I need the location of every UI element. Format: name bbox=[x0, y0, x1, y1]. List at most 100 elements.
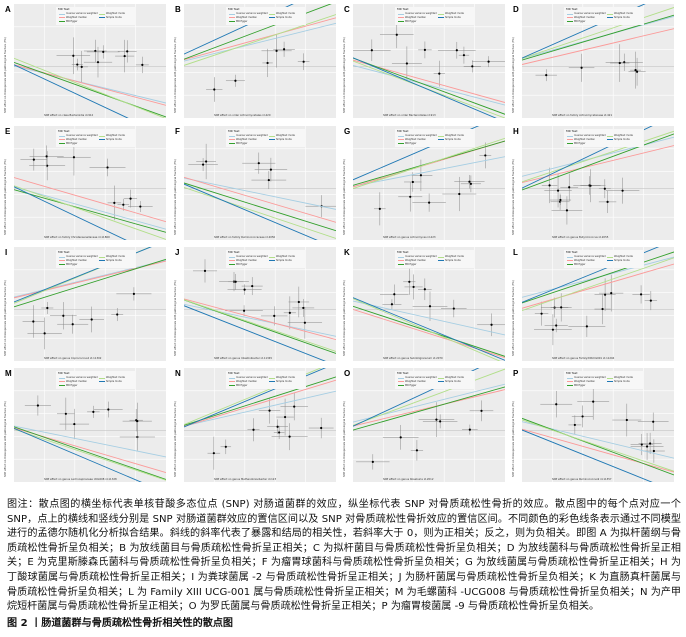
mr-fit-line bbox=[353, 57, 505, 115]
snp-point bbox=[645, 445, 649, 448]
legend-title: MR Test bbox=[228, 7, 240, 11]
legend-item: Weighted median bbox=[66, 15, 88, 19]
plot-area: MR Test Inverse variance weighted Weighted… bbox=[522, 4, 674, 118]
snp-point bbox=[458, 192, 461, 196]
snp-point bbox=[76, 63, 79, 66]
mr-fit-line bbox=[184, 177, 336, 210]
plot-area: MR Test Inverse variance weighted Weighted… bbox=[184, 368, 336, 482]
mr-fit-line bbox=[184, 298, 336, 341]
mr-fit-line bbox=[14, 186, 166, 230]
legend-swatch bbox=[438, 256, 444, 258]
snp-point bbox=[625, 418, 628, 422]
snp-point bbox=[273, 314, 276, 318]
legend-swatch bbox=[229, 21, 235, 23]
legend-item: Simple mode bbox=[276, 379, 292, 383]
snp-point bbox=[72, 156, 76, 159]
snp-point bbox=[116, 313, 119, 316]
mr-legend: MR Test Inverse variance weighted Weighted… bbox=[395, 129, 475, 147]
legend-swatch bbox=[607, 13, 613, 15]
snp-point bbox=[242, 309, 246, 312]
legend-swatch bbox=[398, 377, 404, 379]
mr-fit-line bbox=[184, 368, 322, 426]
legend-swatch bbox=[59, 143, 65, 145]
legend-item: Weighted median bbox=[574, 15, 596, 19]
y-axis-label: SNP effect on Osteoporosis with patholog… bbox=[512, 37, 515, 113]
legend-swatch bbox=[398, 143, 404, 145]
snp-point bbox=[371, 460, 374, 463]
legend-swatch bbox=[229, 377, 235, 379]
x-axis-label: SNP effect on class Bacteroidia id.912 bbox=[44, 114, 94, 117]
mr-fit-line bbox=[184, 183, 318, 240]
legend-swatch bbox=[438, 381, 444, 383]
plot-area: MR Test Inverse variance weighted Weighted… bbox=[14, 247, 166, 361]
scatter-panel-d: D MR Test Inverse variance weighted Weighte… bbox=[510, 3, 674, 118]
legend-swatch bbox=[567, 135, 573, 137]
mr-fit-line bbox=[522, 419, 674, 472]
snp-point bbox=[283, 415, 287, 419]
scatter-panel-c: C MR Test Inverse variance weighted Weighte… bbox=[341, 3, 505, 118]
snp-point bbox=[573, 423, 576, 427]
legend-swatch bbox=[269, 260, 275, 262]
x-axis-label: SNP effect on genus Coprococcus2 id.1130… bbox=[44, 357, 102, 360]
plot-area: MR Test Inverse variance weighted Weighted… bbox=[522, 368, 674, 482]
mr-fit-line bbox=[353, 383, 505, 423]
legend-item: Inverse variance weighted bbox=[405, 134, 437, 137]
legend-item: Weighted median bbox=[405, 137, 427, 141]
mr-fit-line bbox=[522, 247, 660, 303]
legend-item: Simple mode bbox=[106, 258, 122, 262]
y-axis-label: SNP effect on Osteoporosis with patholog… bbox=[174, 280, 177, 356]
plot-area: MR Test Inverse variance weighted Weighted… bbox=[353, 247, 505, 361]
legend-swatch bbox=[607, 260, 613, 262]
legend-swatch bbox=[269, 256, 275, 258]
legend-swatch bbox=[567, 256, 573, 258]
snp-point bbox=[276, 425, 279, 428]
mr-fit-line bbox=[184, 182, 336, 232]
plot-area: MR Test Inverse variance weighted Weighted… bbox=[14, 4, 166, 118]
legend-swatch bbox=[567, 377, 573, 379]
snp-point bbox=[581, 415, 584, 418]
snp-point bbox=[288, 435, 291, 438]
panel-letter: D bbox=[513, 5, 519, 14]
scatter-panel-b: B MR Test Inverse variance weighted Weighte… bbox=[172, 3, 336, 118]
legend-title: MR Test bbox=[228, 250, 240, 254]
snp-point bbox=[484, 154, 487, 157]
mr-fit-line bbox=[353, 156, 505, 187]
plot-area: MR Test Inverse variance weighted Weighted… bbox=[522, 126, 674, 240]
snp-point bbox=[80, 65, 83, 68]
mr-fit-line bbox=[14, 259, 166, 298]
mr-fit-line bbox=[14, 185, 166, 240]
legend-swatch bbox=[438, 135, 444, 137]
snp-point bbox=[320, 426, 323, 430]
mr-fit-line bbox=[14, 186, 127, 240]
legend-item: Inverse variance weighted bbox=[574, 12, 606, 15]
snp-point bbox=[129, 197, 132, 200]
x-axis-label: SNP effect on genus Actinomyces id.423 bbox=[383, 236, 436, 239]
snp-point bbox=[652, 449, 655, 453]
legend-swatch bbox=[607, 135, 613, 137]
snp-point bbox=[62, 314, 65, 317]
x-axis-label: SNP effect on genus Ruminococcus9 id.113… bbox=[552, 478, 612, 481]
plot-area: MR Test Inverse variance weighted Weighted… bbox=[184, 247, 336, 361]
snp-point bbox=[73, 422, 76, 426]
mr-legend: MR Test Inverse variance weighted Weighted… bbox=[395, 371, 475, 389]
snp-point bbox=[251, 284, 254, 288]
mr-legend: MR Test Inverse variance weighted Weighted… bbox=[56, 250, 136, 268]
snp-point bbox=[610, 292, 613, 295]
legend-item: MR Egger bbox=[236, 262, 248, 266]
snp-point bbox=[555, 403, 558, 406]
mr-fit-line bbox=[353, 386, 505, 431]
legend-item: Inverse variance weighted bbox=[66, 255, 98, 258]
legend-swatch bbox=[269, 377, 275, 379]
legend-item: Simple mode bbox=[276, 15, 292, 19]
y-axis-label: SNP effect on Osteoporosis with patholog… bbox=[4, 401, 7, 477]
legend-item: Weighted median bbox=[236, 15, 258, 19]
snp-point bbox=[405, 62, 408, 65]
snp-point bbox=[46, 306, 49, 310]
y-axis-label: SNP effect on Osteoporosis with patholog… bbox=[4, 37, 7, 113]
scatter-svg bbox=[353, 4, 505, 118]
mr-fit-line bbox=[14, 426, 166, 480]
snp-point bbox=[592, 400, 595, 403]
legend-item: Simple mode bbox=[614, 379, 630, 383]
legend-swatch bbox=[229, 13, 235, 15]
snp-point bbox=[438, 72, 441, 75]
